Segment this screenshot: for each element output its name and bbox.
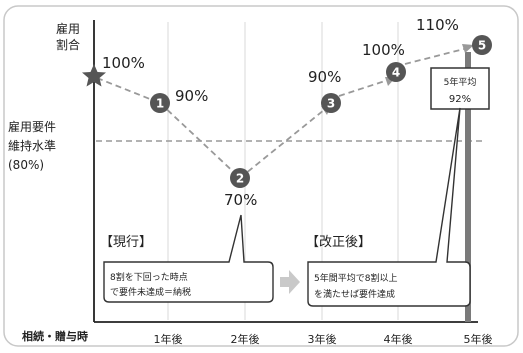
current-line1: 8割を下回った時点 bbox=[110, 271, 188, 283]
revised-line1: 5年間平均で8割以上 bbox=[314, 272, 397, 284]
threshold-label-line1: 雇用要件 bbox=[8, 119, 56, 134]
marker-4: 4 bbox=[386, 62, 406, 82]
revised-title: 【改正後】 bbox=[306, 235, 371, 250]
marker-5-label: 5 bbox=[478, 39, 486, 53]
threshold-label-line3: (80%) bbox=[8, 158, 44, 172]
x-label-year5: 5年後 bbox=[464, 332, 493, 346]
marker-3-value: 90% bbox=[308, 68, 341, 86]
y-axis-label-line1: 雇用 bbox=[56, 21, 80, 36]
frame bbox=[3, 5, 519, 347]
marker-2-label: 2 bbox=[236, 172, 244, 186]
ratio-path bbox=[96, 48, 465, 179]
threshold-label-line2: 維持水準 bbox=[8, 138, 56, 153]
marker-3-label: 3 bbox=[327, 97, 335, 111]
marker-4-label: 4 bbox=[392, 66, 400, 80]
x-label-year3: 3年後 bbox=[308, 332, 337, 346]
x-label-year1: 1年後 bbox=[154, 332, 183, 346]
marker-1-label: 1 bbox=[156, 97, 164, 111]
y-axis-label-line2: 割合 bbox=[56, 37, 80, 52]
start-star-icon bbox=[82, 64, 106, 87]
revised-line2: を満たせば要件達成 bbox=[314, 288, 395, 300]
marker-2: 2 bbox=[230, 168, 250, 188]
average-box: 5年平均 92% bbox=[430, 67, 490, 110]
marker-5: 5 bbox=[472, 35, 492, 55]
current-callout: 8割を下回った時点 で要件未達成＝納税 bbox=[103, 214, 274, 303]
marker-5-value: 110% bbox=[416, 16, 459, 34]
transition-arrow-icon bbox=[280, 270, 300, 294]
x-label-year4: 4年後 bbox=[384, 332, 413, 346]
current-line2: で要件未達成＝納税 bbox=[110, 286, 191, 298]
current-title: 【現行】 bbox=[100, 235, 152, 250]
marker-1-value: 90% bbox=[175, 87, 208, 105]
marker-3: 3 bbox=[321, 93, 341, 113]
average-box-title: 5年平均 bbox=[444, 76, 477, 88]
year5-bar bbox=[465, 52, 471, 322]
revised-callout: 5年間平均で8割以上 を満たせば要件達成 bbox=[307, 107, 471, 307]
average-box-value: 92% bbox=[449, 94, 471, 105]
marker-1: 1 bbox=[150, 93, 170, 113]
start-value: 100% bbox=[102, 54, 145, 72]
marker-4-value: 100% bbox=[362, 41, 405, 59]
x-label-start: 相続・贈与時 bbox=[22, 329, 88, 343]
x-label-year2: 2年後 bbox=[231, 332, 260, 346]
marker-2-value: 70% bbox=[224, 191, 257, 209]
